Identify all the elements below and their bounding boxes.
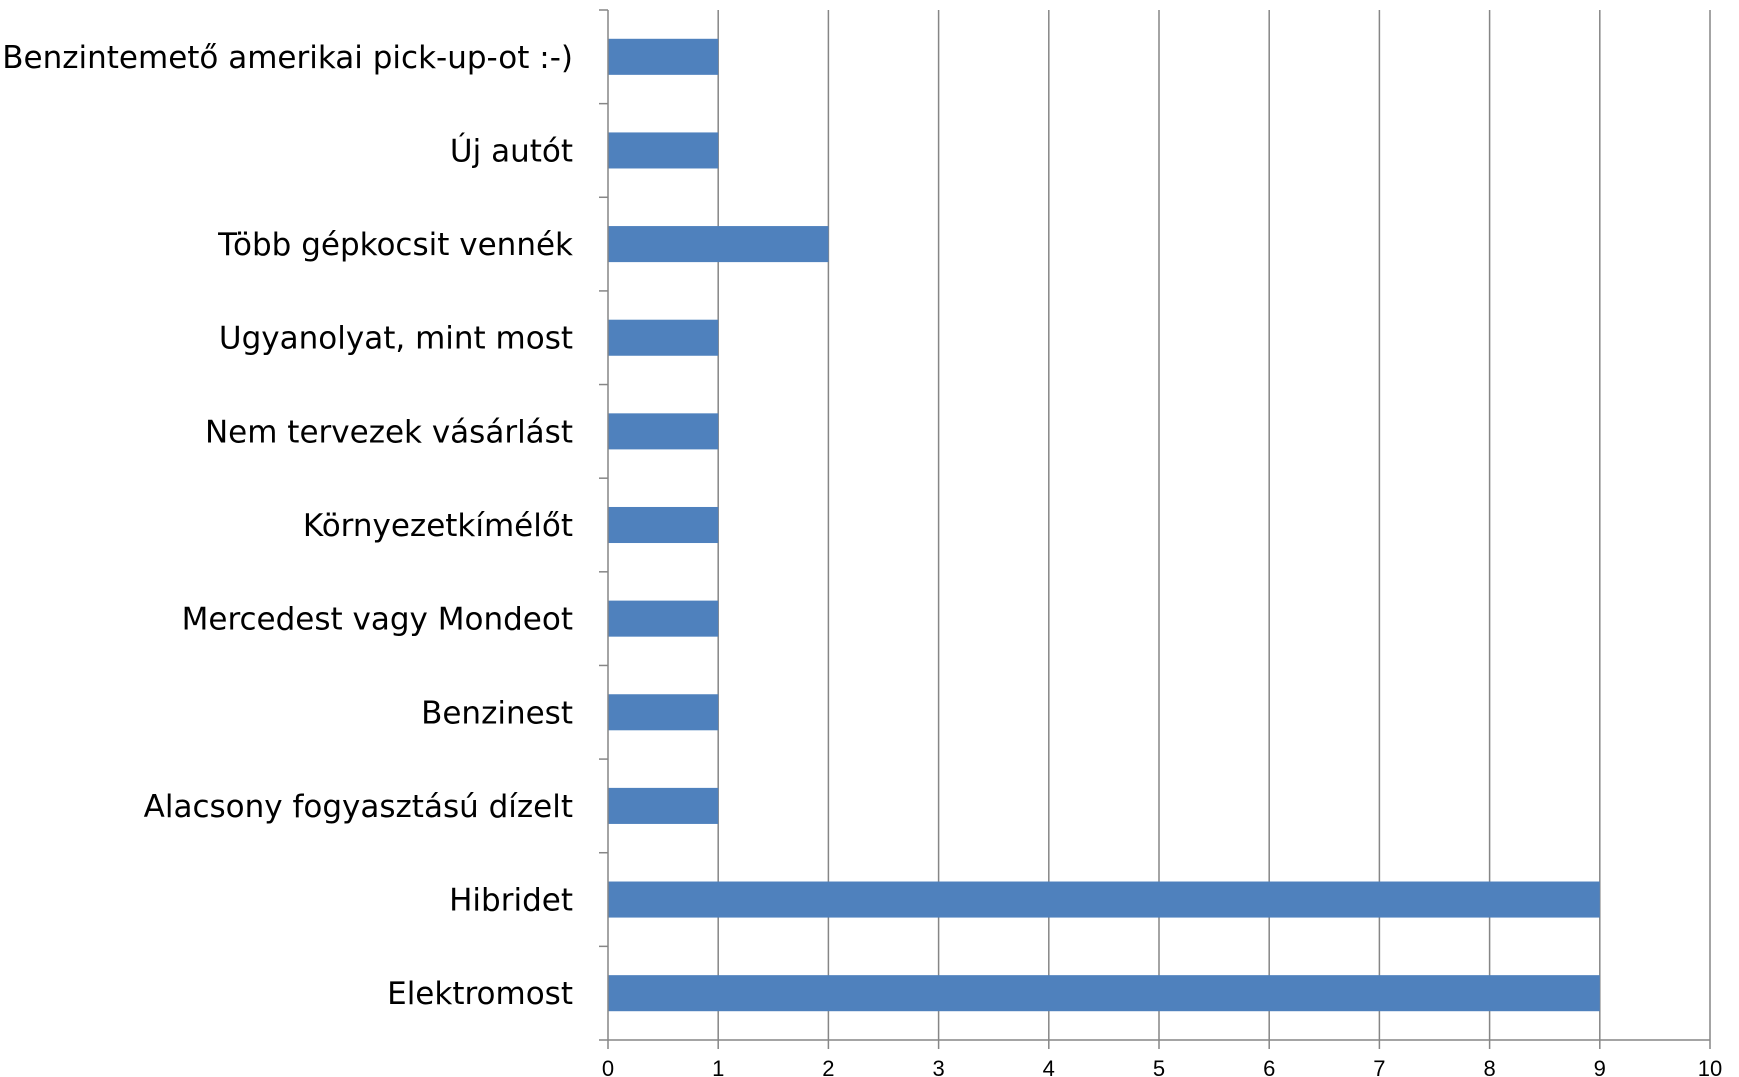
category-label: Ugyanolyat, mint most <box>219 321 573 357</box>
axis-layer <box>599 9 1711 1049</box>
x-tick-label: 1 <box>712 1056 724 1077</box>
x-tick-label: 10 <box>1698 1056 1722 1077</box>
category-label: Új autót <box>450 132 573 169</box>
x-tick-label: 2 <box>822 1056 834 1077</box>
category-label: Környezetkímélőt <box>303 508 573 544</box>
x-tick-label: 9 <box>1594 1056 1606 1077</box>
bar <box>608 506 719 544</box>
category-label: Benzinest <box>421 695 573 731</box>
category-label: Nem tervezek vásárlást <box>205 414 573 450</box>
bar <box>608 975 1600 1012</box>
bar <box>608 132 719 169</box>
bar <box>608 881 1600 918</box>
x-tick-label: 3 <box>932 1056 944 1077</box>
x-tick-label: 5 <box>1153 1056 1165 1077</box>
category-label: Alacsony fogyasztású dízelt <box>144 789 573 825</box>
bar <box>608 319 719 356</box>
bar <box>608 600 719 637</box>
category-label: Benzintemető amerikai pick-up-ot :-) <box>2 40 573 76</box>
x-tick-label: 7 <box>1373 1056 1385 1077</box>
category-label: Hibridet <box>449 883 573 919</box>
labels-layer: 0 1 2 3 4 5 6 7 8 9 10 Benzintemető amerikai pick-u… <box>2 40 1722 1077</box>
bar <box>608 694 719 731</box>
category-label: Több gépkocsit vennék <box>217 227 573 263</box>
bars-layer <box>608 38 1600 1012</box>
x-tick-label: 0 <box>602 1056 614 1077</box>
bar <box>608 38 719 75</box>
bar <box>608 413 719 450</box>
x-tick-label: 8 <box>1483 1056 1495 1077</box>
category-label: Elektromost <box>387 976 573 1012</box>
bar <box>608 787 719 824</box>
category-label: Mercedest vagy Mondeot <box>182 602 573 638</box>
x-tick-label: 4 <box>1043 1056 1055 1077</box>
grid-layer <box>717 10 1711 1040</box>
bar <box>608 226 829 263</box>
x-tick-label: 6 <box>1263 1056 1275 1077</box>
